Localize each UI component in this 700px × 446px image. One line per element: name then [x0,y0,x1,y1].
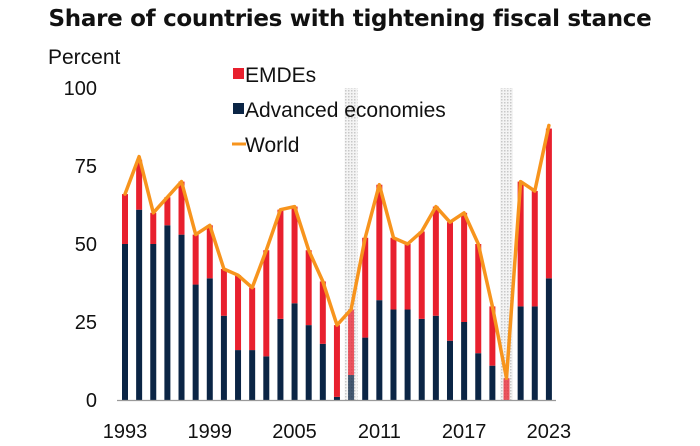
legend-label: Advanced economies [245,99,446,122]
bar-emdes-2005 [291,206,298,304]
bar-advanced-economies-2000 [220,315,227,400]
bar-emdes-1999 [206,225,213,279]
y-tick-label: 75 [75,156,97,178]
world-line-series [123,123,551,380]
shaded-periods [344,88,514,400]
bar-advanced-economies-2018 [475,353,482,400]
bar-emdes-1998 [192,234,199,285]
bar-emdes-2018 [475,244,482,354]
bar-advanced-economies-1999 [206,278,213,400]
bar-emdes-2002 [249,287,256,351]
bar-advanced-economies-1998 [192,284,199,400]
x-tick-label: 2011 [358,421,401,443]
bar-emdes-2019 [489,306,496,366]
bar-emdes-1996 [164,197,171,226]
bar-emdes-2021 [517,181,524,307]
bar-emdes-2006 [305,250,312,326]
legend-swatch [233,103,244,114]
bar-emdes-2001 [235,275,242,351]
axes: 0 25 50 75 100 1993 1999 2005 2011 2017 2023 [64,78,572,443]
bar-advanced-economies-1996 [164,225,171,400]
bar-emdes-2012 [390,237,397,310]
legend-label: EMDEs [245,64,316,87]
legend-item-advanced-economies: Advanced economies [233,99,446,122]
bar-advanced-economies-2007 [319,343,326,400]
bar-advanced-economies-2002 [249,350,256,400]
bar-advanced-economies-1994 [136,209,143,400]
bar-advanced-economies-2001 [235,350,242,400]
y-tick-label: 50 [75,234,97,256]
bar-advanced-economies-2009 [348,375,355,400]
bar-advanced-economies-2003 [263,356,270,400]
x-tick-label: 2005 [272,421,317,443]
bar-series [122,128,552,400]
bar-emdes-1993 [122,194,128,244]
bar-advanced-economies-1995 [150,244,157,400]
bar-emdes-2003 [263,250,270,357]
bar-emdes-1994 [136,159,143,210]
bar-emdes-2011 [376,184,383,301]
bar-advanced-economies-2013 [404,309,411,400]
bar-emdes-1997 [178,181,185,235]
bar-advanced-economies-2016 [446,340,453,400]
bar-advanced-economies-2010 [362,337,369,400]
bar-emdes-2009 [348,309,355,376]
bar-advanced-economies-2011 [376,300,383,400]
bar-emdes-2010 [362,237,369,338]
bar-advanced-economies-2014 [418,318,425,400]
bar-emdes-2014 [418,231,425,319]
bar-advanced-economies-2019 [489,365,496,400]
shaded-band-2009 [344,88,358,400]
legend-swatch [233,68,244,79]
bar-advanced-economies-2008 [333,396,340,400]
bar-advanced-economies-2015 [432,315,439,400]
bar-emdes-1995 [150,212,157,244]
bar-emdes-2022 [531,190,538,307]
bar-emdes-2017 [461,212,468,322]
bar-advanced-economies-1997 [178,234,185,400]
bar-emdes-2000 [220,268,227,316]
bar-emdes-2004 [277,209,284,319]
bar-emdes-2023 [545,128,552,279]
bar-advanced-economies-2012 [390,309,397,400]
bar-advanced-economies-2021 [517,306,524,400]
legend-label: World [245,134,299,157]
bar-advanced-economies-2023 [545,278,552,400]
y-tick-label: 0 [86,390,97,412]
x-tick-label: 1999 [188,421,233,443]
legend: EMDEs Advanced economies World [232,64,446,157]
bar-advanced-economies-2022 [531,306,538,400]
x-tick-label: 2017 [442,421,487,443]
bar-emdes-2015 [432,206,439,316]
x-tick-label: 2023 [527,421,572,443]
x-tick-label: 1993 [103,421,148,443]
legend-item-world: World [232,134,299,157]
bar-advanced-economies-1993 [122,244,128,400]
bar-emdes-2013 [404,244,411,310]
bar-emdes-2007 [319,281,326,344]
y-tick-label: 100 [64,78,97,100]
legend-item-emdes: EMDEs [233,64,316,87]
y-tick-label: 25 [75,312,97,334]
bar-advanced-economies-2017 [461,322,468,400]
bar-advanced-economies-2005 [291,303,298,400]
bar-emdes-2020 [503,378,510,400]
y-axis-label: Percent [48,46,121,69]
bar-emdes-2008 [333,325,340,397]
chart-title: Share of countries with tightening fisca… [48,6,652,32]
bar-emdes-2016 [446,222,453,341]
bar-advanced-economies-2004 [277,318,284,400]
bar-advanced-economies-2006 [305,325,312,400]
